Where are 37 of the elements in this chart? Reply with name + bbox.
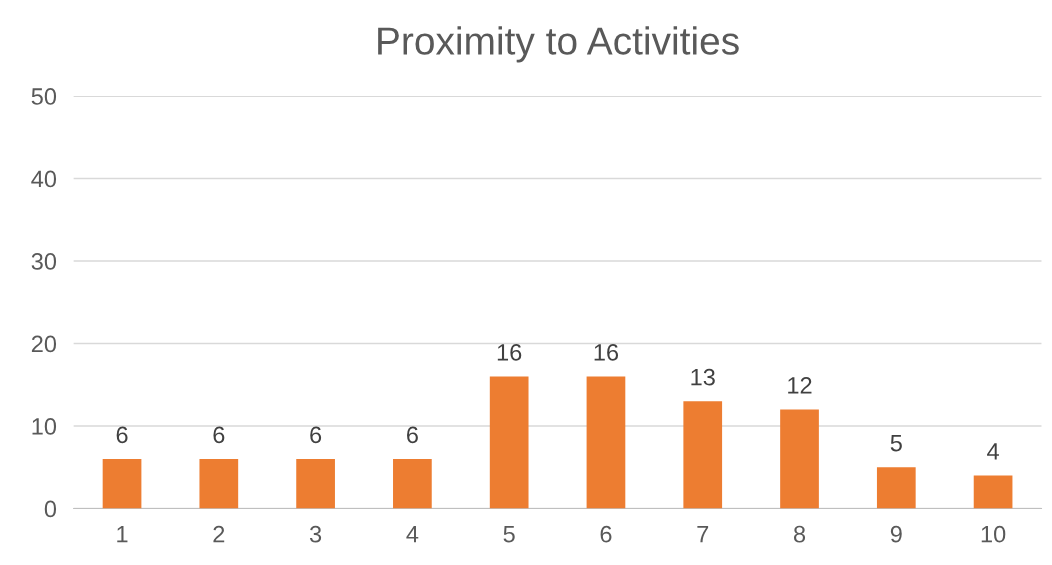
bar [102,459,142,509]
data-label: 12 [788,377,812,394]
bar [876,467,916,509]
x-tick-label: 6 [600,525,612,543]
x-tick-label: 2 [213,525,225,543]
bar [296,459,335,509]
bar [683,401,723,509]
y-tick-label: 10 [32,418,57,435]
x-tick-label: 3 [309,525,322,543]
data-label: 16 [497,344,522,361]
x-tick-label: 4 [406,526,419,543]
data-label: 6 [407,426,418,444]
data-label: 6 [116,426,128,444]
y-tick-label: 40 [31,170,57,188]
x-tick-label: 7 [697,526,709,543]
x-tick-label: 5 [503,526,515,543]
x-tick-label: 1 [117,526,128,543]
x-tick-label: 9 [890,525,902,543]
bar [973,475,1013,509]
x-tick-label: 8 [793,525,806,543]
bar [586,376,626,509]
data-label: 16 [594,344,619,361]
y-tick-label: 20 [31,335,57,353]
bar [393,459,432,509]
chart-title: Proximity to Activities [378,26,739,63]
data-label: 4 [987,443,999,460]
bar [780,409,819,509]
y-tick-label: 50 [31,88,57,105]
data-label: 6 [310,426,322,444]
data-label: 6 [213,426,225,444]
bar [199,459,239,509]
data-label: 13 [691,368,715,386]
y-tick-label: 30 [31,253,57,270]
data-label: 5 [890,435,902,452]
y-tick-label: 0 [44,500,57,518]
bar [489,376,529,509]
x-tick-label: 10 [981,525,1006,543]
